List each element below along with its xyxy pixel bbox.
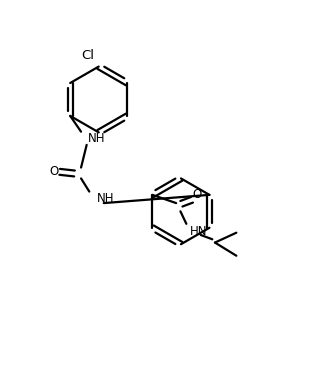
Text: O: O	[192, 188, 201, 201]
Text: NH: NH	[88, 132, 106, 145]
Text: HN: HN	[190, 225, 208, 238]
Text: Cl: Cl	[81, 48, 94, 62]
Text: O: O	[49, 165, 58, 178]
Text: NH: NH	[96, 192, 114, 205]
